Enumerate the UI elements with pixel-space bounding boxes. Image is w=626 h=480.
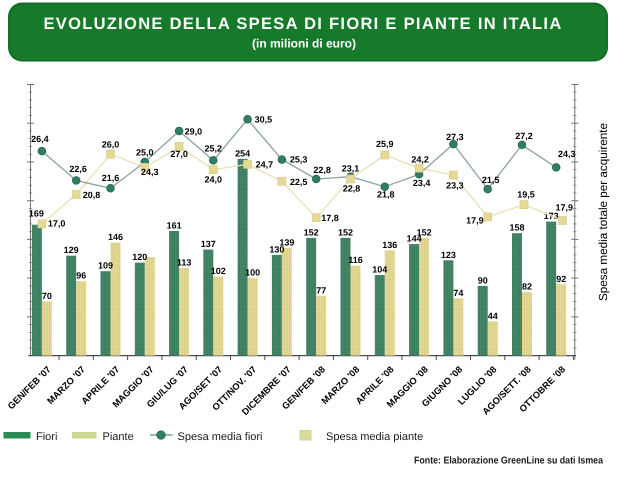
svg-text:29,0: 29,0 [185,127,203,137]
svg-text:EVOLUZIONE DELLA SPESA DI FIOR: EVOLUZIONE DELLA SPESA DI FIORI E PIANTE… [43,15,562,33]
svg-text:Spesa media totale per acquire: Spesa media totale per acquirente [597,123,610,301]
svg-text:22,8: 22,8 [313,165,331,175]
svg-text:104: 104 [372,265,387,275]
svg-text:152: 152 [338,227,353,237]
svg-text:24,2: 24,2 [411,155,429,165]
svg-text:90: 90 [478,275,488,285]
svg-text:21,6: 21,6 [102,173,120,183]
svg-text:129: 129 [64,245,79,255]
svg-text:25,9: 25,9 [376,139,394,149]
svg-text:152: 152 [304,227,319,237]
svg-text:139: 139 [279,237,294,247]
svg-text:17,9: 17,9 [466,215,484,225]
svg-text:92: 92 [556,274,566,284]
svg-text:152: 152 [417,227,432,237]
svg-text:130: 130 [269,244,284,254]
svg-text:23,4: 23,4 [413,178,431,188]
svg-text:44: 44 [488,311,498,321]
svg-text:17,9: 17,9 [556,203,574,213]
svg-text:24,0: 24,0 [205,175,223,185]
svg-text:22,6: 22,6 [69,164,87,174]
svg-text:25,3: 25,3 [290,154,308,164]
svg-text:254: 254 [235,148,250,158]
svg-text:20,8: 20,8 [83,190,101,200]
svg-text:100: 100 [245,268,260,278]
svg-text:26,0: 26,0 [102,140,120,150]
svg-text:82: 82 [522,282,532,292]
svg-text:120: 120 [132,252,147,262]
svg-text:30,5: 30,5 [255,115,273,125]
svg-text:137: 137 [201,239,216,249]
svg-text:24,7: 24,7 [256,159,274,169]
svg-text:24,3: 24,3 [558,149,576,159]
svg-text:17,8: 17,8 [321,213,339,223]
svg-text:25,2: 25,2 [205,144,223,154]
svg-text:27,3: 27,3 [446,132,464,142]
svg-text:136: 136 [382,240,397,250]
svg-text:77: 77 [316,286,326,296]
svg-text:70: 70 [42,291,52,301]
svg-text:102: 102 [211,266,226,276]
svg-text:146: 146 [108,232,123,242]
svg-text:Fonte: Elaborazione GreenLine: Fonte: Elaborazione GreenLine su dati Is… [414,456,603,467]
svg-text:21,5: 21,5 [482,175,500,185]
svg-text:169: 169 [29,209,44,219]
svg-text:(in milioni di euro): (in milioni di euro) [252,37,356,51]
svg-text:109: 109 [98,261,113,271]
svg-text:Fiori: Fiori [36,431,57,443]
svg-text:19,5: 19,5 [517,190,535,200]
svg-text:158: 158 [509,223,524,233]
svg-text:116: 116 [348,255,363,265]
svg-text:113: 113 [177,258,192,268]
svg-text:74: 74 [453,288,463,298]
svg-text:26,4: 26,4 [31,134,49,144]
svg-text:161: 161 [167,220,182,230]
svg-text:Spesa media piante: Spesa media piante [326,431,423,443]
svg-text:22,8: 22,8 [343,183,361,193]
svg-text:144: 144 [407,234,422,244]
svg-text:Piante: Piante [103,431,134,443]
svg-text:27,0: 27,0 [170,149,188,159]
svg-text:27,2: 27,2 [515,131,533,141]
svg-text:24,3: 24,3 [141,167,159,177]
svg-text:23,3: 23,3 [446,180,464,190]
svg-text:23,1: 23,1 [342,163,360,173]
svg-text:123: 123 [441,250,456,260]
svg-text:25,0: 25,0 [136,148,154,158]
svg-text:22,5: 22,5 [290,177,308,187]
svg-text:21,8: 21,8 [377,190,395,200]
svg-text:96: 96 [76,271,86,281]
svg-text:Spesa media fiori: Spesa media fiori [178,431,263,443]
svg-text:17,0: 17,0 [48,219,66,229]
